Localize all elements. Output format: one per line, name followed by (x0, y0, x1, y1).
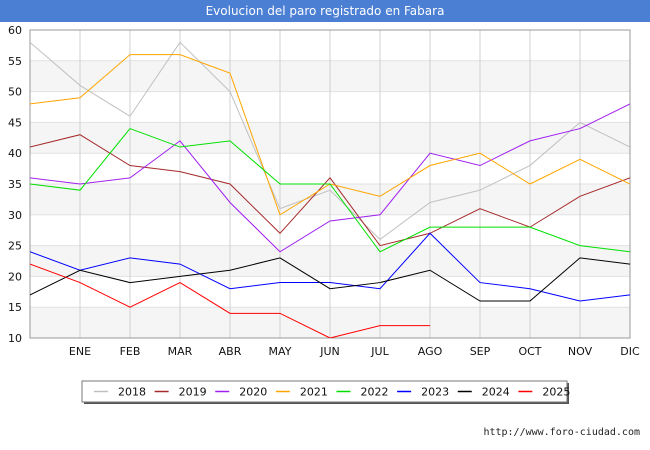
chart-title: Evolucion del paro registrado en Fabara (0, 0, 650, 22)
legend-label-2024: 2024 (482, 386, 510, 399)
y-tick-label: 10 (8, 332, 22, 345)
y-tick-label: 20 (8, 270, 22, 283)
legend-label-2018: 2018 (118, 386, 146, 399)
y-tick-label: 25 (8, 240, 22, 253)
x-axis-ticks: ENE FEB MAR ABR MAY JUN JUL AGO SEP OCT NOV DIC (69, 345, 640, 358)
y-axis-ticks: 10 15 20 25 30 35 40 45 50 55 60 (8, 24, 22, 345)
x-tick-label: AGO (418, 345, 443, 358)
y-tick-label: 35 (8, 178, 22, 191)
x-tick-label: ENE (69, 345, 91, 358)
series-line-2018 (30, 41, 630, 241)
x-tick-label: JUL (370, 345, 389, 358)
y-tick-label: 30 (8, 209, 22, 222)
x-tick-label: ABR (219, 345, 242, 358)
series-line-2023 (30, 232, 630, 302)
y-tick-label: 45 (8, 116, 22, 129)
x-tick-label: DIC (620, 345, 640, 358)
legend-label-2019: 2019 (179, 386, 207, 399)
y-tick-label: 15 (8, 301, 22, 314)
x-tick-label: SEP (470, 345, 491, 358)
legend-box (81, 380, 568, 403)
y-tick-label: 60 (8, 24, 22, 37)
y-tick-label: 50 (8, 86, 22, 99)
series-line-2024 (30, 257, 630, 302)
legend-label-2025: 2025 (542, 386, 570, 399)
x-tick-label: OCT (518, 345, 541, 358)
source-url[interactable]: http://www.foro-ciudad.com (483, 427, 640, 438)
legend-label-2020: 2020 (239, 386, 267, 399)
legend-label-2023: 2023 (421, 386, 449, 399)
y-tick-label: 55 (8, 55, 22, 68)
x-tick-label: NOV (568, 345, 593, 358)
legend-label-2021: 2021 (300, 386, 328, 399)
x-tick-label: FEB (120, 345, 141, 358)
y-tick-label: 40 (8, 147, 22, 160)
series-line-2025 (30, 263, 430, 338)
x-tick-label: JUN (319, 345, 340, 358)
legend-label-2022: 2022 (361, 386, 389, 399)
legend: 2018 2019 2020 2021 2022 2023 2024 2025 (81, 380, 570, 404)
series-lines (30, 41, 630, 338)
x-tick-label: MAY (269, 345, 292, 358)
x-tick-label: MAR (168, 345, 193, 358)
series-line-2022 (30, 127, 630, 253)
series-line-2020 (30, 103, 630, 253)
